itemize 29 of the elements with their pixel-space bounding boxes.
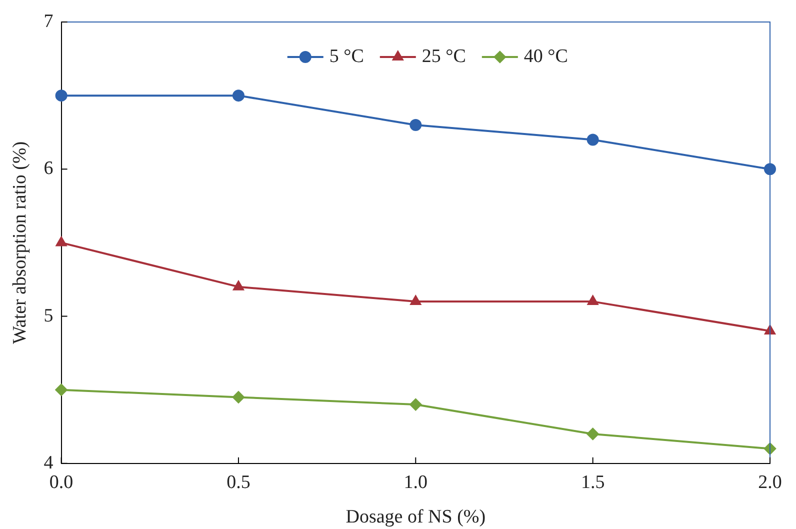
point: [410, 296, 421, 306]
legend-label: 25 °C: [422, 46, 466, 67]
x-tick-label: 1.0: [404, 472, 428, 493]
point: [232, 90, 244, 102]
x-tick-label: 1.5: [580, 472, 605, 493]
point: [586, 428, 599, 440]
x-axis-title: Dosage of NS (%): [346, 506, 486, 528]
x-tick-label: 0.5: [226, 472, 250, 493]
point: [233, 280, 244, 290]
point: [55, 384, 68, 396]
point: [410, 398, 422, 411]
point: [232, 391, 244, 404]
x-tick-label: 2.0: [758, 472, 782, 493]
point: [764, 442, 776, 455]
y-axis-title: Water absorption ratio (%): [9, 141, 30, 344]
point: [410, 118, 422, 131]
y-tick-label: 4: [44, 452, 54, 474]
y-tick-label: 6: [44, 158, 54, 180]
point: [587, 296, 598, 306]
y-tick-label: 5: [44, 305, 54, 326]
point: [764, 163, 776, 176]
point: [586, 134, 599, 146]
point: [55, 90, 68, 102]
point: [764, 324, 776, 334]
legend-label: 40 °C: [524, 46, 568, 67]
y-tick-label: 7: [44, 10, 54, 32]
x-tick-label: 0.0: [49, 472, 74, 493]
legend-label: 5 °C: [329, 46, 364, 67]
point: [56, 236, 67, 246]
